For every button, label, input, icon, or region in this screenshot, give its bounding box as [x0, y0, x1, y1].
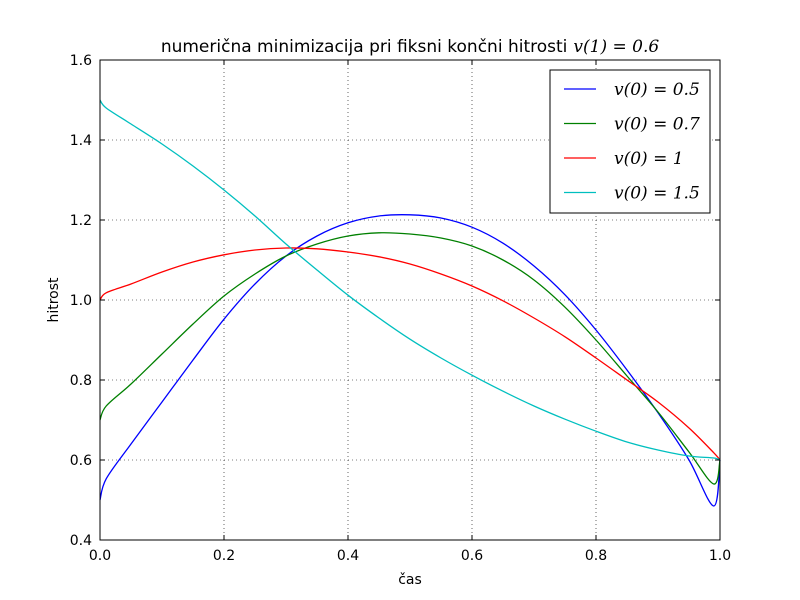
series-line-3	[99, 247, 721, 461]
series-lines	[99, 99, 721, 507]
y-axis-label: hitrost	[46, 277, 62, 323]
legend-label-2: v(0) = 0.7	[614, 115, 700, 135]
legend-label-1: v(0) = 0.5	[614, 80, 700, 100]
y-tick-label: 1.6	[70, 53, 92, 69]
y-tick-label: 1.0	[70, 293, 92, 309]
x-tick-label: 1.0	[709, 548, 731, 564]
legend-label-3: v(0) = 1	[614, 149, 684, 169]
axis-ticks: 0.0 0.2 0.4 0.6 0.8 1.0 0.4 0.6 0.8 1.0 1.2 1.4 1.6	[70, 53, 731, 564]
series-line-1	[99, 214, 721, 507]
x-tick-label: 0.8	[585, 548, 607, 564]
legend-label-4: v(0) = 1.5	[614, 184, 700, 204]
chart-title-text: numerična minimizacija pri fiksni končni…	[161, 37, 568, 57]
x-tick-label: 0.4	[337, 548, 359, 564]
y-tick-label: 0.4	[70, 533, 92, 549]
y-tick-label: 1.2	[70, 213, 92, 229]
chart-title: numerična minimizacija pri fiksni končni…	[161, 37, 660, 57]
y-tick-label: 0.6	[70, 453, 92, 469]
x-axis-label: čas	[398, 572, 422, 588]
x-tick-label: 0.6	[461, 548, 483, 564]
x-tick-label: 0.0	[89, 548, 111, 564]
y-tick-label: 1.4	[70, 133, 92, 149]
y-tick-label: 0.8	[70, 373, 92, 389]
series-line-2	[99, 232, 721, 485]
legend: v(0) = 0.5 v(0) = 0.7 v(0) = 1 v(0) = 1.5	[549, 69, 711, 214]
chart-title-math: v(1) = 0.6	[573, 37, 659, 57]
series-line-4	[99, 99, 721, 461]
legend-box	[549, 69, 711, 214]
x-tick-label: 0.2	[213, 548, 235, 564]
